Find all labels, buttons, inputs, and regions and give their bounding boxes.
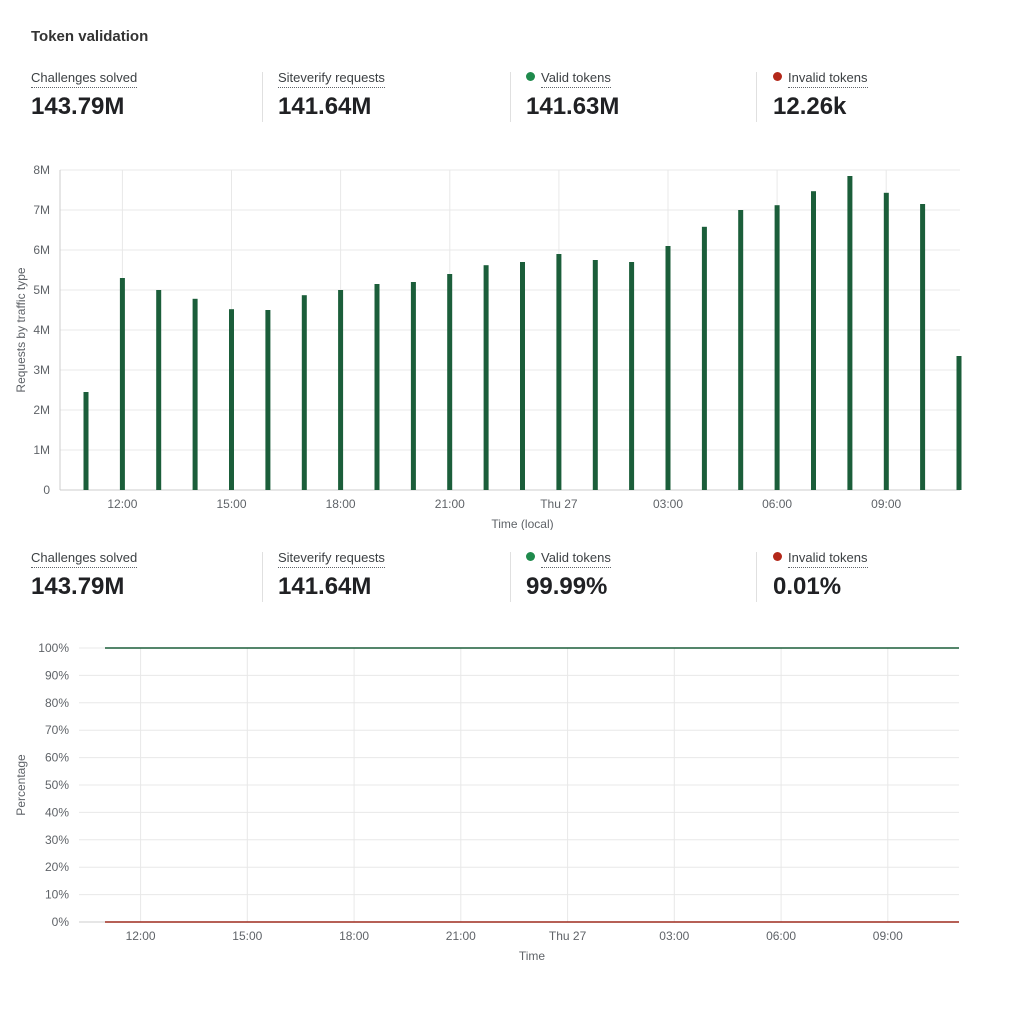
- svg-text:15:00: 15:00: [216, 497, 246, 511]
- svg-text:03:00: 03:00: [653, 497, 683, 511]
- svg-text:20%: 20%: [45, 860, 69, 874]
- svg-text:06:00: 06:00: [762, 497, 792, 511]
- svg-text:Percentage: Percentage: [14, 754, 28, 816]
- svg-text:2M: 2M: [33, 403, 50, 417]
- svg-text:21:00: 21:00: [435, 497, 465, 511]
- svg-text:Thu 27: Thu 27: [549, 929, 587, 943]
- svg-text:60%: 60%: [45, 751, 69, 765]
- svg-text:100%: 100%: [38, 641, 69, 655]
- svg-text:5M: 5M: [33, 283, 50, 297]
- svg-text:10%: 10%: [45, 888, 69, 902]
- svg-text:03:00: 03:00: [659, 929, 689, 943]
- svg-text:80%: 80%: [45, 696, 69, 710]
- svg-text:Requests by traffic type: Requests by traffic type: [14, 267, 28, 393]
- svg-text:Time: Time: [519, 949, 546, 963]
- svg-text:1M: 1M: [33, 443, 50, 457]
- svg-text:09:00: 09:00: [873, 929, 903, 943]
- svg-text:0%: 0%: [52, 915, 70, 929]
- svg-text:12:00: 12:00: [107, 497, 137, 511]
- svg-text:90%: 90%: [45, 668, 69, 682]
- svg-text:0: 0: [43, 483, 50, 497]
- svg-text:6M: 6M: [33, 243, 50, 257]
- svg-text:18:00: 18:00: [326, 497, 356, 511]
- svg-text:50%: 50%: [45, 778, 69, 792]
- svg-text:09:00: 09:00: [871, 497, 901, 511]
- svg-text:18:00: 18:00: [339, 929, 369, 943]
- svg-text:Time (local): Time (local): [491, 517, 553, 530]
- svg-text:21:00: 21:00: [446, 929, 476, 943]
- svg-text:12:00: 12:00: [126, 929, 156, 943]
- svg-text:4M: 4M: [33, 323, 50, 337]
- svg-text:3M: 3M: [33, 363, 50, 377]
- svg-text:30%: 30%: [45, 833, 69, 847]
- svg-text:15:00: 15:00: [232, 929, 262, 943]
- svg-text:40%: 40%: [45, 805, 69, 819]
- svg-text:8M: 8M: [33, 163, 50, 177]
- svg-text:06:00: 06:00: [766, 929, 796, 943]
- svg-text:7M: 7M: [33, 203, 50, 217]
- svg-text:70%: 70%: [45, 723, 69, 737]
- svg-text:Thu 27: Thu 27: [540, 497, 578, 511]
